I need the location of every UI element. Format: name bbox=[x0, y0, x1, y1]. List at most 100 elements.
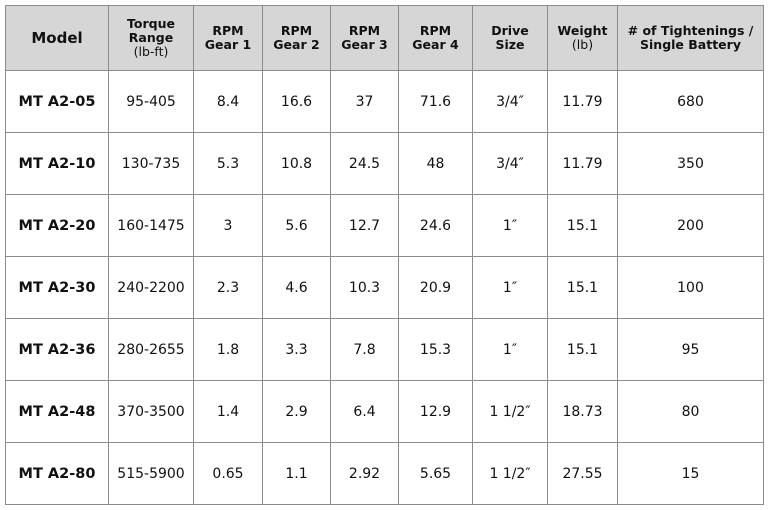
table-cell: 7.8 bbox=[330, 318, 399, 381]
header-row: Model Torque Range (lb-ft) RPM Gear 1 RPM Gear … bbox=[5, 5, 764, 71]
header-text: Gear 2 bbox=[273, 37, 320, 52]
header-text: Weight bbox=[557, 23, 608, 38]
table-cell: 515-5900 bbox=[108, 442, 194, 505]
table-cell: 1.4 bbox=[193, 380, 263, 443]
table-cell: 280-2655 bbox=[108, 318, 194, 381]
table-cell: 10.8 bbox=[262, 132, 331, 195]
spec-table: Model Torque Range (lb-ft) RPM Gear 1 RPM Gear … bbox=[5, 5, 764, 505]
table-cell: 1″ bbox=[472, 194, 548, 257]
header-cell: # of Tightenings / Single Battery bbox=[617, 5, 764, 71]
header-text: Model bbox=[31, 29, 83, 47]
header-text: Drive bbox=[491, 23, 529, 38]
header-text: RPM bbox=[419, 23, 452, 38]
header-unit: (lb-ft) bbox=[133, 44, 169, 59]
header-text: RPM bbox=[280, 23, 313, 38]
header-unit: (lb) bbox=[571, 37, 594, 52]
header-cell: RPM Gear 1 bbox=[193, 5, 263, 71]
table-cell: 15.1 bbox=[547, 318, 618, 381]
table-cell: 24.5 bbox=[330, 132, 399, 195]
header-text: Size bbox=[495, 37, 525, 52]
table-cell: 1.1 bbox=[262, 442, 331, 505]
table-row: MT A2-48 370-3500 1.4 2.9 6.4 12.9 1 1/2″ 18.73… bbox=[5, 380, 764, 443]
table-cell: 27.55 bbox=[547, 442, 618, 505]
table-cell: 2.3 bbox=[193, 256, 263, 319]
table-cell: 1 1/2″ bbox=[472, 442, 548, 505]
model-cell: MT A2-20 bbox=[5, 194, 109, 257]
table-cell: 24.6 bbox=[398, 194, 473, 257]
header-text: Gear 4 bbox=[412, 37, 459, 52]
table-cell: 37 bbox=[330, 70, 399, 133]
header-cell: RPM Gear 3 bbox=[330, 5, 399, 71]
table-row: MT A2-36 280-2655 1.8 3.3 7.8 15.3 1″ 15.1 95 bbox=[5, 318, 764, 381]
table-row: MT A2-05 95-405 8.4 16.6 37 71.6 3/4″ 11.79 680 bbox=[5, 70, 764, 133]
header-text: Torque bbox=[127, 16, 175, 31]
table-cell: 10.3 bbox=[330, 256, 399, 319]
table-cell: 95 bbox=[617, 318, 764, 381]
table-cell: 15.1 bbox=[547, 194, 618, 257]
table-cell: 3/4″ bbox=[472, 132, 548, 195]
table-cell: 1.8 bbox=[193, 318, 263, 381]
header-cell: Drive Size bbox=[472, 5, 548, 71]
header-cell: RPM Gear 2 bbox=[262, 5, 331, 71]
table-cell: 18.73 bbox=[547, 380, 618, 443]
table-cell: 3/4″ bbox=[472, 70, 548, 133]
table-cell: 2.92 bbox=[330, 442, 399, 505]
table-cell: 240-2200 bbox=[108, 256, 194, 319]
table-cell: 3.3 bbox=[262, 318, 331, 381]
table-cell: 20.9 bbox=[398, 256, 473, 319]
table-cell: 11.79 bbox=[547, 70, 618, 133]
table-cell: 350 bbox=[617, 132, 764, 195]
table-cell: 160-1475 bbox=[108, 194, 194, 257]
table-row: MT A2-30 240-2200 2.3 4.6 10.3 20.9 1″ 15.1 100 bbox=[5, 256, 764, 319]
table-cell: 0.65 bbox=[193, 442, 263, 505]
model-cell: MT A2-30 bbox=[5, 256, 109, 319]
header-text: Gear 1 bbox=[204, 37, 252, 52]
table-cell: 130-735 bbox=[108, 132, 194, 195]
model-cell: MT A2-36 bbox=[5, 318, 109, 381]
table-cell: 1 1/2″ bbox=[472, 380, 548, 443]
header-text: RPM bbox=[348, 23, 381, 38]
table-cell: 370-3500 bbox=[108, 380, 194, 443]
header-cell: Model bbox=[5, 5, 109, 71]
table-cell: 680 bbox=[617, 70, 764, 133]
table-cell: 12.9 bbox=[398, 380, 473, 443]
table-cell: 48 bbox=[398, 132, 473, 195]
table-cell: 11.79 bbox=[547, 132, 618, 195]
table-row: MT A2-80 515-5900 0.65 1.1 2.92 5.65 1 1/2″ 27.… bbox=[5, 442, 764, 505]
model-cell: MT A2-10 bbox=[5, 132, 109, 195]
table-cell: 2.9 bbox=[262, 380, 331, 443]
table-cell: 100 bbox=[617, 256, 764, 319]
table-cell: 1″ bbox=[472, 318, 548, 381]
table-cell: 200 bbox=[617, 194, 764, 257]
table-cell: 3 bbox=[193, 194, 263, 257]
table-row: MT A2-10 130-735 5.3 10.8 24.5 48 3/4″ 11.79 350 bbox=[5, 132, 764, 195]
table-cell: 16.6 bbox=[262, 70, 331, 133]
table-cell: 15.1 bbox=[547, 256, 618, 319]
table-cell: 15 bbox=[617, 442, 764, 505]
header-cell: Weight (lb) bbox=[547, 5, 618, 71]
table-cell: 12.7 bbox=[330, 194, 399, 257]
table-cell: 6.4 bbox=[330, 380, 399, 443]
table-row: MT A2-20 160-1475 3 5.6 12.7 24.6 1″ 15.1 200 bbox=[5, 194, 764, 257]
header-text: # of Tightenings / bbox=[627, 23, 754, 38]
header-cell: RPM Gear 4 bbox=[398, 5, 473, 71]
table-cell: 80 bbox=[617, 380, 764, 443]
table-cell: 1″ bbox=[472, 256, 548, 319]
table-cell: 5.6 bbox=[262, 194, 331, 257]
table-cell: 8.4 bbox=[193, 70, 263, 133]
table-cell: 4.6 bbox=[262, 256, 331, 319]
table-cell: 15.3 bbox=[398, 318, 473, 381]
table-cell: 5.3 bbox=[193, 132, 263, 195]
header-cell: Torque Range (lb-ft) bbox=[108, 5, 194, 71]
header-text: Gear 3 bbox=[341, 37, 388, 52]
table-cell: 95-405 bbox=[108, 70, 194, 133]
header-text: Range bbox=[128, 30, 174, 45]
table-cell: 71.6 bbox=[398, 70, 473, 133]
model-cell: MT A2-48 bbox=[5, 380, 109, 443]
table-cell: 5.65 bbox=[398, 442, 473, 505]
table-body: MT A2-05 95-405 8.4 16.6 37 71.6 3/4″ 11.79 680 M… bbox=[5, 70, 764, 505]
model-cell: MT A2-05 bbox=[5, 70, 109, 133]
header-text: RPM bbox=[212, 23, 244, 38]
header-text: Single Battery bbox=[640, 37, 741, 52]
